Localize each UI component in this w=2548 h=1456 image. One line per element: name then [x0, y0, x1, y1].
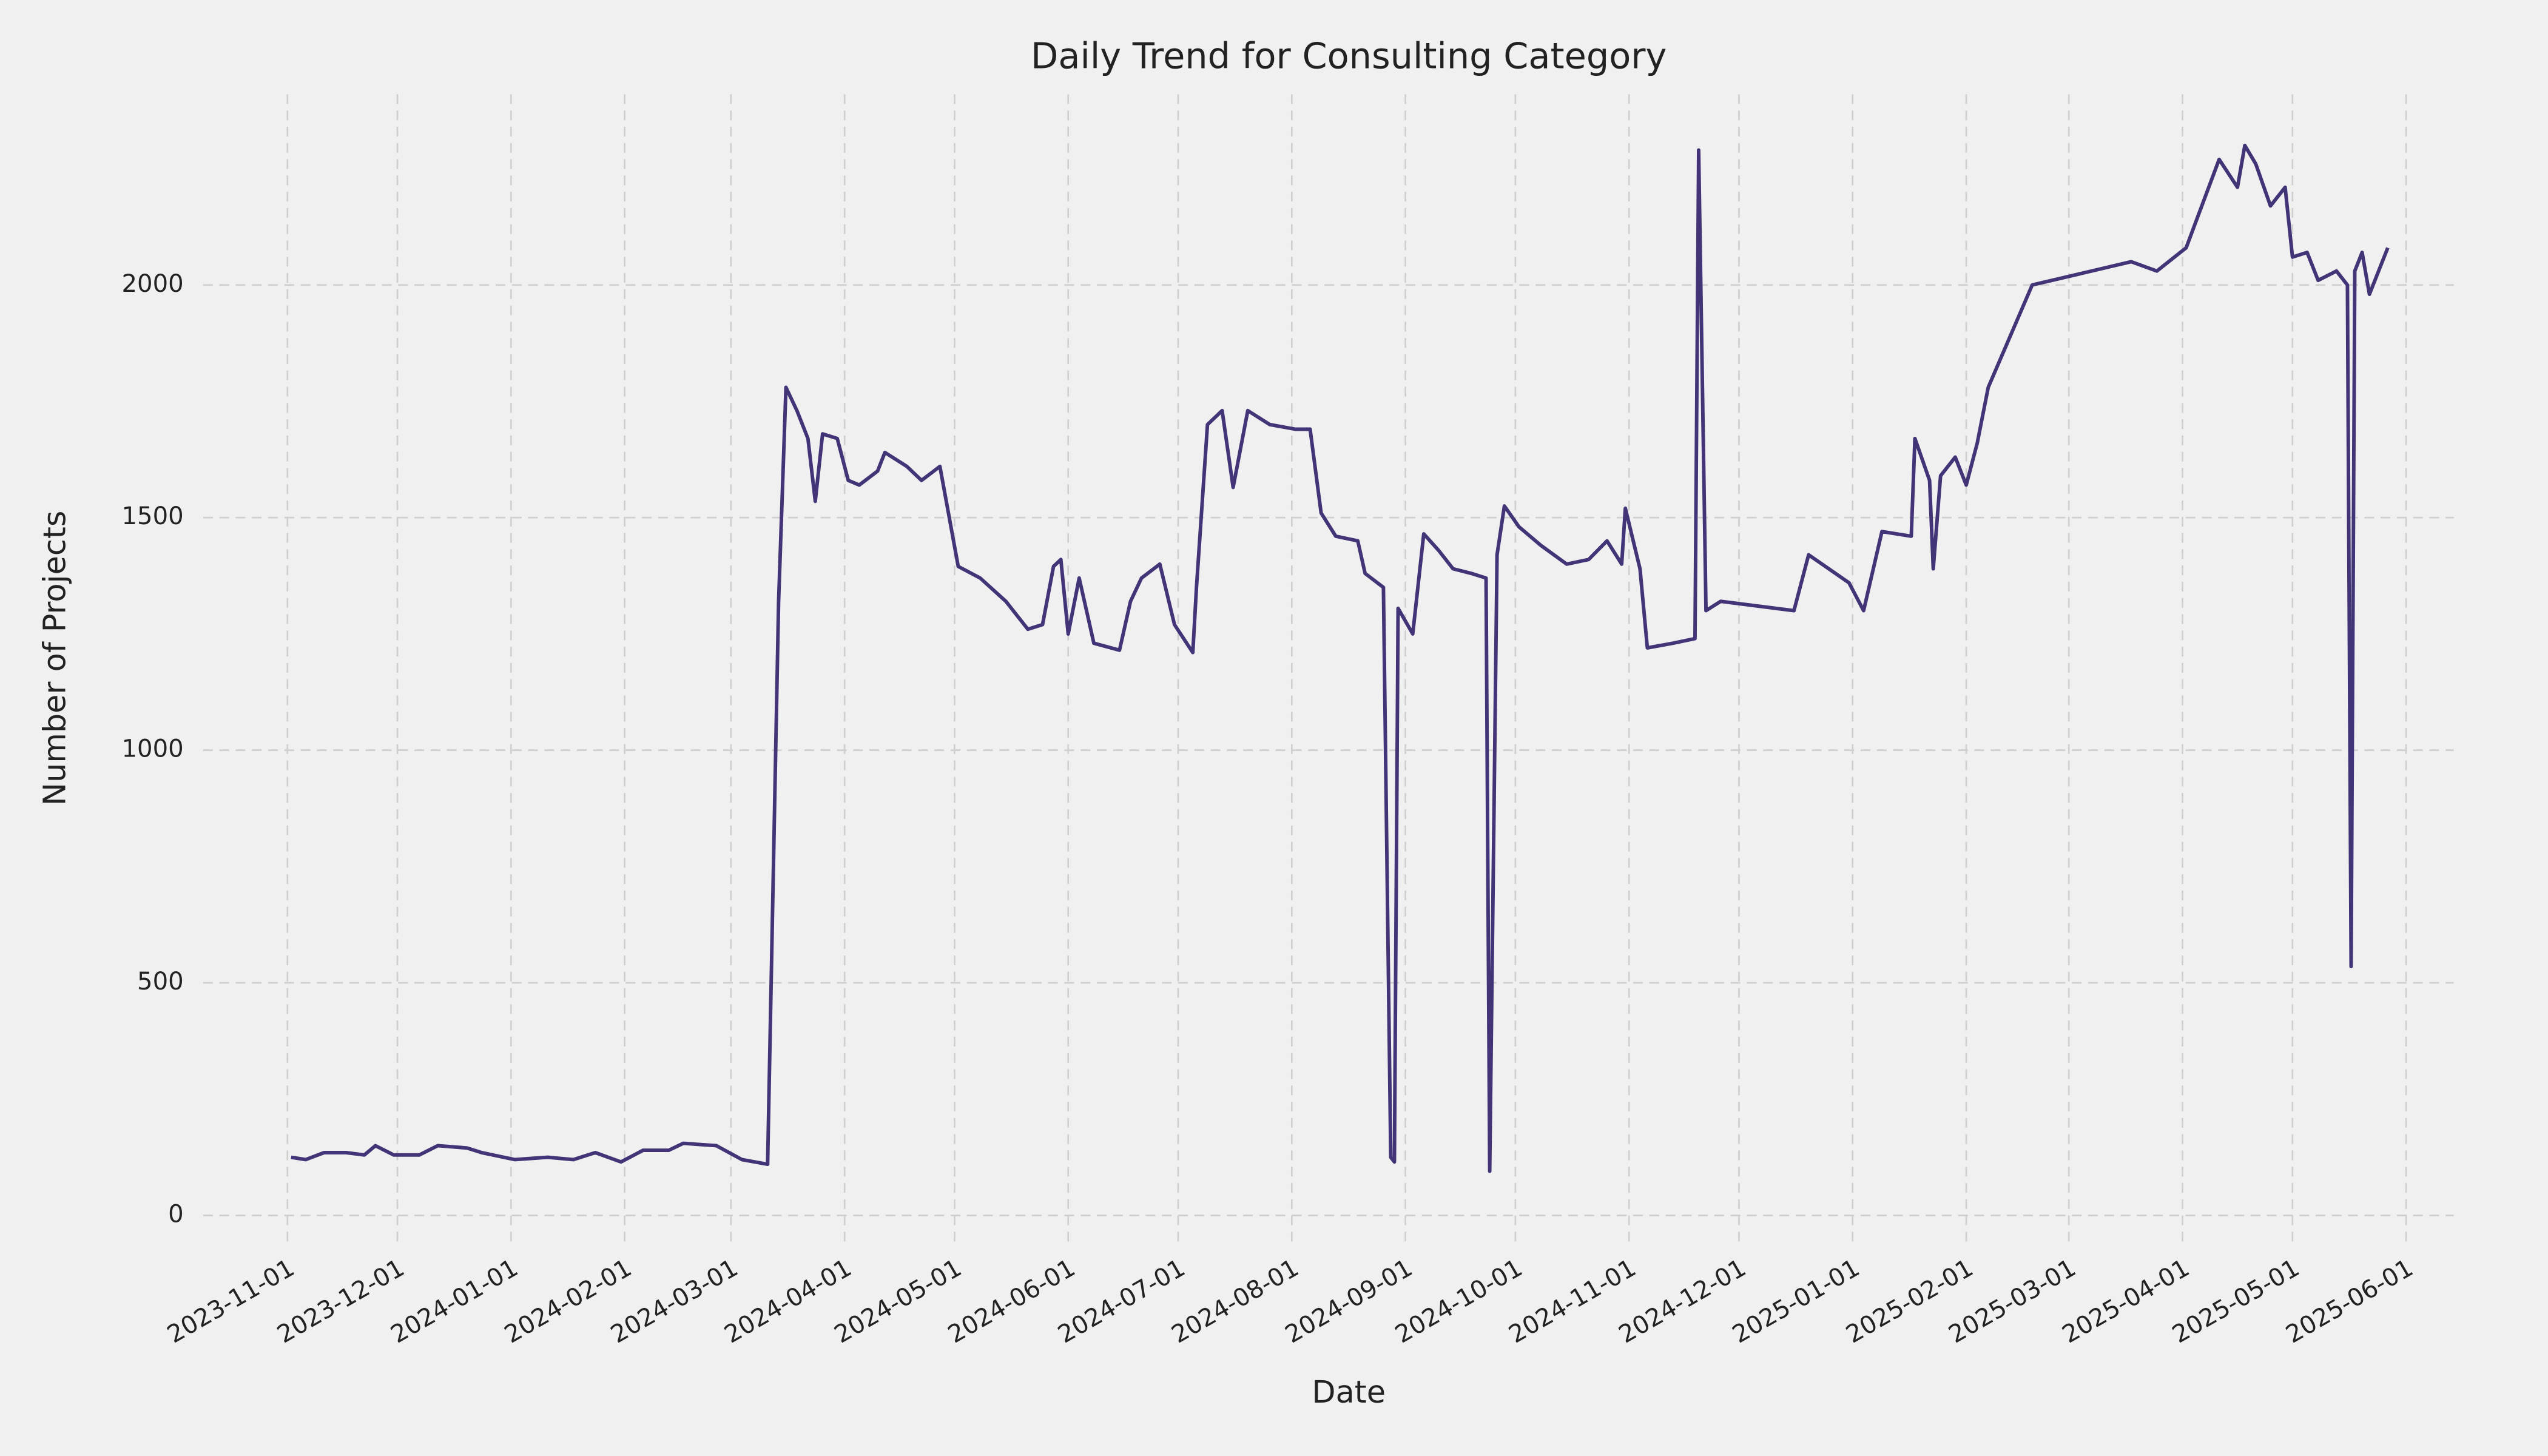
y-axis-label: Number of Projects: [38, 511, 73, 806]
data-line: [291, 143, 2390, 1173]
y-tick-label: 2000: [121, 270, 183, 298]
y-tick-label: 0: [168, 1200, 184, 1228]
y-tick-label: 1000: [121, 735, 183, 763]
y-tick-label: 1500: [121, 502, 183, 530]
x-axis-label: Date: [1312, 1375, 1386, 1410]
chart-title: Daily Trend for Consulting Category: [1031, 35, 1667, 77]
y-tick-label: 500: [137, 968, 184, 996]
